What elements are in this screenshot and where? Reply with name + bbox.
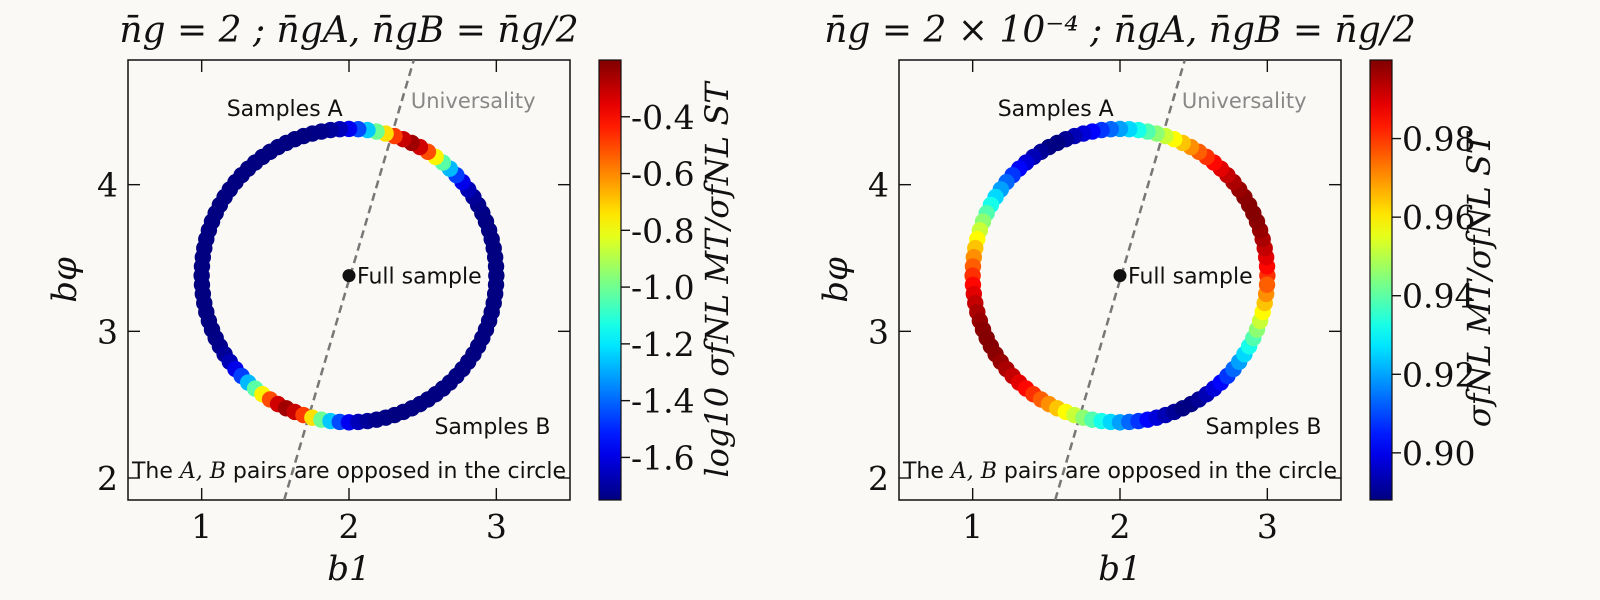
x-tick-label: 1 <box>191 507 212 546</box>
samples-a-label: Samples A <box>227 97 343 122</box>
colorbar-tick-label: 0.98 <box>1402 120 1475 159</box>
footnote: The A, B pairs are opposed in the circle <box>902 459 1337 484</box>
left-panel: 1 2 3 2 3 4 b1 bφ Universality Full sample Samples… <box>45 59 736 589</box>
y-axis-label: bφ <box>816 257 856 303</box>
footnote-post: pairs are opposed in the circle <box>997 459 1337 484</box>
chart-title: n̄g = 2 × 10⁻⁴ ; n̄gA, n̄gB = n̄g/2 <box>824 10 1416 51</box>
universality-label: Universality <box>411 89 536 113</box>
footnote-math: A, B <box>949 459 997 484</box>
colorbar-tick-label: -1.0 <box>631 268 695 307</box>
full-sample-label: Full sample <box>357 265 482 290</box>
colorbar <box>1369 59 1393 501</box>
x-tick-label: 1 <box>962 507 983 546</box>
circle-point <box>487 276 505 294</box>
samples-b-label: Samples B <box>1205 415 1321 440</box>
x-tick-label: 2 <box>339 507 360 546</box>
colorbar-tick-label: -1.6 <box>631 438 695 477</box>
colorbar-tick-label: -0.6 <box>631 155 695 194</box>
colorbar-tick-label: -1.4 <box>631 382 695 421</box>
x-axis-label: b1 <box>1098 549 1141 589</box>
y-tick-label: 4 <box>868 166 889 205</box>
colorbar-tick-label: 0.92 <box>1402 355 1475 394</box>
y-tick-label: 3 <box>97 312 118 351</box>
full-sample-point <box>1113 269 1127 283</box>
y-tick-label: 2 <box>868 459 889 498</box>
circle-point <box>1258 276 1276 294</box>
chart-title: n̄g = 2 ; n̄gA, n̄gB = n̄g/2 <box>119 10 578 51</box>
x-tick-label: 3 <box>486 507 507 546</box>
x-tick-label: 3 <box>1257 507 1278 546</box>
x-tick-label: 2 <box>1110 507 1131 546</box>
footnote-pre: The <box>131 459 180 484</box>
colorbar-tick-label: 0.94 <box>1402 277 1475 316</box>
colorbar-tick-label: -0.4 <box>631 98 695 137</box>
y-axis-label: bφ <box>45 257 85 303</box>
footnote-post: pairs are opposed in the circle <box>226 459 566 484</box>
colorbar-tick-label: 0.90 <box>1402 434 1475 473</box>
samples-a-label: Samples A <box>998 97 1114 122</box>
right-panel: 1 2 3 2 3 4 b1 bφ Universality Full sample Samples… <box>816 59 1498 589</box>
y-tick-label: 2 <box>97 459 118 498</box>
footnote: The A, B pairs are opposed in the circle <box>131 459 566 484</box>
colorbar-tick-label: 0.96 <box>1402 198 1475 237</box>
footnote-math: A, B <box>178 459 226 484</box>
full-sample-label: Full sample <box>1128 265 1253 290</box>
x-axis-label: b1 <box>327 549 370 589</box>
colorbar-label: σfNL MT/σfNL ST <box>1460 130 1498 427</box>
universality-label: Universality <box>1182 89 1307 113</box>
samples-b-label: Samples B <box>434 415 550 440</box>
full-sample-point <box>342 269 356 283</box>
y-tick-label: 3 <box>868 312 889 351</box>
footnote-pre: The <box>902 459 951 484</box>
colorbar-tick-label: -1.2 <box>631 325 695 364</box>
colorbar-label: log10 σfNL MT/σfNL ST <box>698 80 736 478</box>
colorbar-tick-label: -0.8 <box>631 211 695 250</box>
colorbar <box>598 59 622 501</box>
y-tick-label: 4 <box>97 166 118 205</box>
